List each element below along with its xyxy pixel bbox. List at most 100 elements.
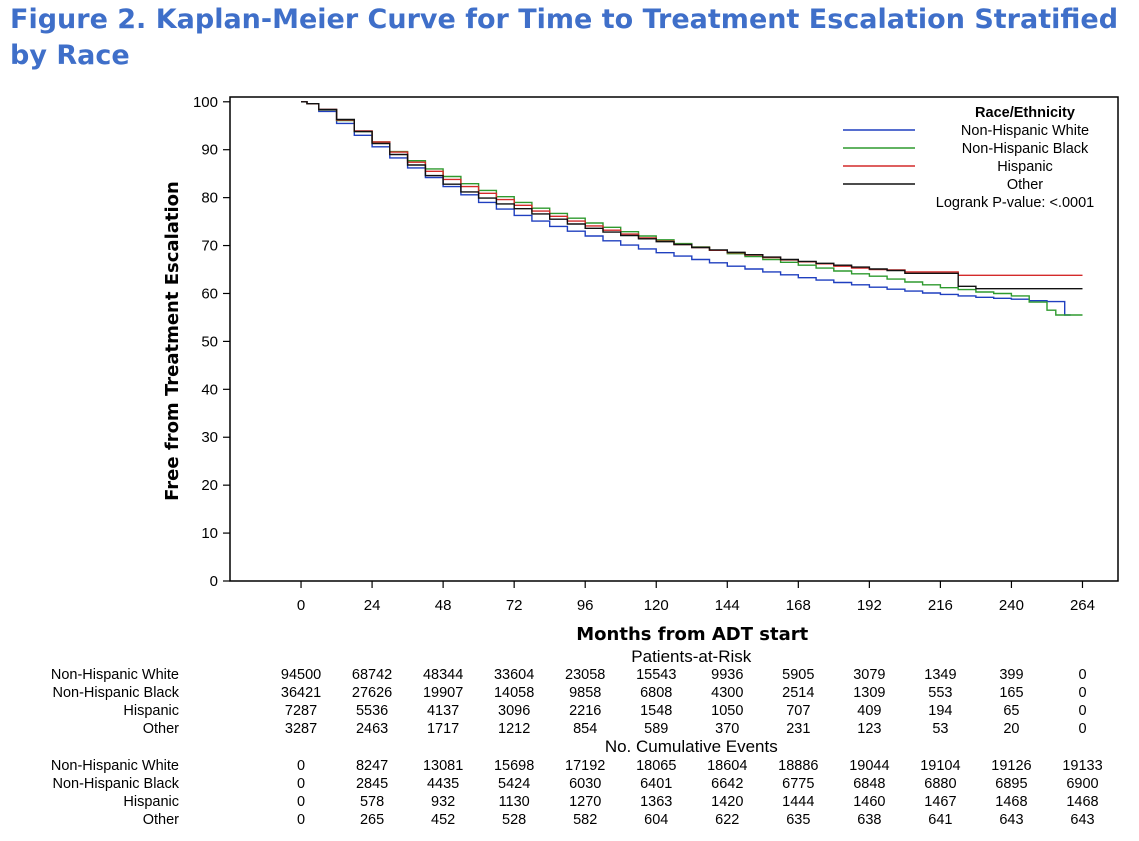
risk-cell: 370 — [715, 721, 739, 737]
risk-cell: 528 — [502, 812, 526, 828]
x-axis-title: Months from ADT start — [576, 624, 808, 645]
y-tick-label: 0 — [210, 573, 218, 590]
risk-row-label: Non-Hispanic Black — [52, 685, 179, 701]
risk-tables: Patients-at-Risk Non-Hispanic White 94500… — [51, 647, 1103, 828]
risk-cell: 0 — [1078, 703, 1086, 719]
x-tick-label: 0 — [297, 597, 305, 614]
x-tick-label: 264 — [1070, 597, 1095, 614]
risk-cell: 5424 — [498, 776, 530, 792]
risk-cell: 19907 — [423, 685, 463, 701]
risk-cell: 94500 — [281, 667, 321, 683]
risk-cell: 6808 — [640, 685, 672, 701]
risk-cell: 1130 — [499, 794, 530, 810]
cumulative-events-table: Non-Hispanic White 0 8247 13081 15698 17192 18… — [51, 758, 1103, 828]
risk-row-label: Non-Hispanic White — [51, 758, 179, 774]
risk-cell: 582 — [573, 812, 597, 828]
km-curve-other — [301, 101, 1083, 290]
legend-label: Non-Hispanic Black — [962, 141, 1089, 157]
risk-cell: 14058 — [494, 685, 534, 701]
risk-cell: 36421 — [281, 685, 321, 701]
y-tick-label: 80 — [201, 190, 218, 207]
x-tick-label: 96 — [577, 597, 594, 614]
risk-cell: 68742 — [352, 667, 392, 683]
risk-cell: 165 — [999, 685, 1023, 701]
y-tick-label: 30 — [201, 429, 218, 446]
risk-row-label: Other — [143, 721, 179, 737]
x-tick-label: 216 — [928, 597, 953, 614]
risk-cell: 15698 — [494, 758, 534, 774]
risk-cell: 854 — [573, 721, 597, 737]
risk-cell: 1548 — [640, 703, 672, 719]
risk-cell: 18065 — [636, 758, 676, 774]
risk-cell: 19126 — [991, 758, 1031, 774]
risk-cell: 65 — [1003, 703, 1019, 719]
y-axis: 0 10 20 30 40 50 60 70 80 90 100 — [193, 94, 230, 590]
risk-cell: 2216 — [569, 703, 601, 719]
risk-cell: 265 — [360, 812, 384, 828]
y-tick-label: 40 — [201, 381, 218, 398]
risk-cell: 3287 — [285, 721, 317, 737]
risk-cell: 53 — [932, 721, 948, 737]
risk-cell: 0 — [297, 794, 305, 810]
risk-cell: 643 — [1070, 812, 1094, 828]
risk-cell: 231 — [786, 721, 810, 737]
risk-cell: 1467 — [924, 794, 956, 810]
risk-cell: 9858 — [569, 685, 601, 701]
risk-cell: 6642 — [711, 776, 743, 792]
risk-cell: 0 — [297, 776, 305, 792]
km-curve-non-hispanic-black — [301, 101, 1083, 316]
y-tick-label: 70 — [201, 238, 218, 255]
risk-cell: 15543 — [636, 667, 676, 683]
plot-frame — [229, 96, 1119, 582]
survival-curves — [301, 101, 1083, 316]
risk-cell: 13081 — [423, 758, 463, 774]
risk-cell: 707 — [786, 703, 810, 719]
figure-title: Figure 2. Kaplan-Meier Curve for Time to… — [10, 4, 1119, 71]
risk-cell: 1468 — [1066, 794, 1098, 810]
patients-at-risk-table: Non-Hispanic White 94500 68742 48344 33604 23… — [51, 667, 1087, 737]
risk-cell: 452 — [431, 812, 455, 828]
risk-cell: 0 — [1078, 721, 1086, 737]
risk-cell: 589 — [644, 721, 668, 737]
km-curve-non-hispanic-white — [301, 101, 1071, 316]
x-tick-label: 48 — [435, 597, 452, 614]
risk-cell: 1309 — [853, 685, 885, 701]
risk-cell: 6775 — [782, 776, 814, 792]
risk-cell: 27626 — [352, 685, 392, 701]
x-tick-label: 168 — [786, 597, 811, 614]
x-tick-label: 24 — [364, 597, 381, 614]
risk-cell: 1420 — [711, 794, 743, 810]
risk-cell: 578 — [360, 794, 384, 810]
risk-cell: 1460 — [853, 794, 885, 810]
risk-cell: 1468 — [995, 794, 1027, 810]
risk-cell: 1349 — [924, 667, 956, 683]
risk-cell: 23058 — [565, 667, 605, 683]
patients-at-risk-title: Patients-at-Risk — [631, 647, 751, 666]
risk-cell: 2463 — [356, 721, 388, 737]
cumulative-events-title: No. Cumulative Events — [605, 737, 778, 756]
y-tick-label: 100 — [193, 94, 218, 111]
x-tick-label: 192 — [857, 597, 882, 614]
risk-row-label: Hispanic — [123, 703, 179, 719]
risk-cell: 5536 — [356, 703, 388, 719]
legend-items: Non-Hispanic White Non-Hispanic Black Hisp… — [843, 123, 1089, 193]
risk-cell: 33604 — [494, 667, 534, 683]
risk-cell: 1363 — [640, 794, 672, 810]
risk-cell: 2514 — [782, 685, 814, 701]
risk-cell: 6848 — [853, 776, 885, 792]
legend-label: Non-Hispanic White — [961, 123, 1089, 139]
y-tick-label: 50 — [201, 333, 218, 350]
risk-cell: 18886 — [778, 758, 818, 774]
risk-cell: 4137 — [427, 703, 459, 719]
risk-cell: 4300 — [711, 685, 743, 701]
logrank-p-value: Logrank P-value: <.0001 — [936, 195, 1094, 211]
risk-cell: 6900 — [1066, 776, 1098, 792]
x-tick-label: 72 — [506, 597, 523, 614]
risk-cell: 4435 — [427, 776, 459, 792]
risk-cell: 3096 — [498, 703, 530, 719]
risk-cell: 8247 — [356, 758, 388, 774]
risk-row-label: Other — [143, 812, 179, 828]
risk-cell: 48344 — [423, 667, 463, 683]
risk-cell: 0 — [297, 758, 305, 774]
risk-cell: 194 — [928, 703, 952, 719]
